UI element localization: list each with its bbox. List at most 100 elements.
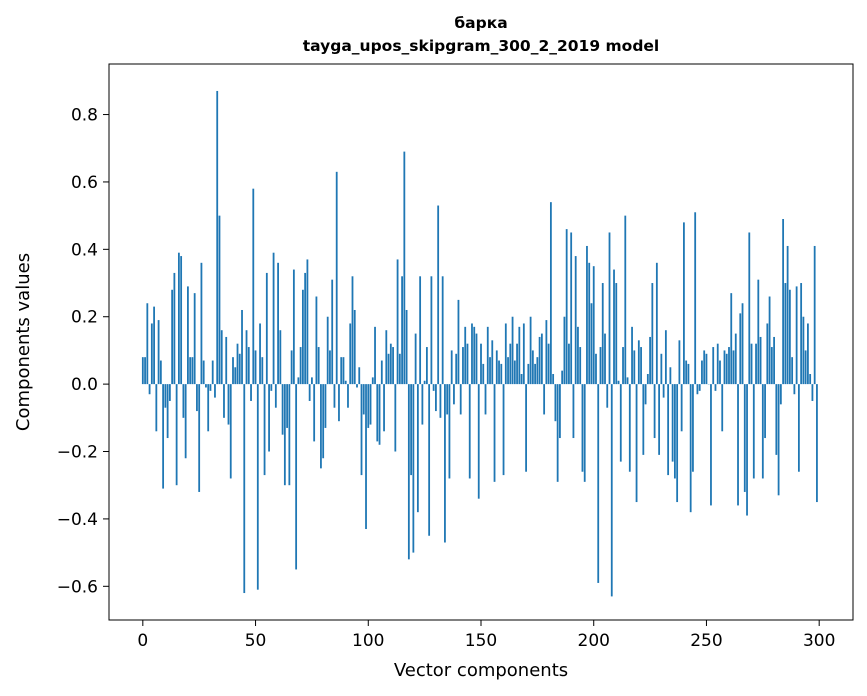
bar-31 bbox=[211, 360, 214, 385]
bar-162 bbox=[507, 357, 509, 385]
bar-281 bbox=[775, 384, 778, 455]
x-axis-ticks: 0 50 100 150 200 250 300 bbox=[137, 620, 835, 651]
bar-83 bbox=[329, 350, 331, 385]
bar-227 bbox=[653, 384, 656, 439]
y-tick-label: −0.2 bbox=[57, 443, 98, 463]
bar-45 bbox=[243, 384, 246, 594]
y-tick-label: −0.6 bbox=[57, 577, 98, 597]
bar-243 bbox=[689, 384, 692, 513]
bar-70 bbox=[299, 347, 302, 385]
bar-110 bbox=[389, 343, 392, 385]
bar-289 bbox=[793, 384, 796, 395]
bar-224 bbox=[646, 374, 649, 385]
bar-165 bbox=[513, 360, 516, 385]
bar-280 bbox=[773, 336, 775, 385]
x-tick-label: 150 bbox=[465, 631, 497, 651]
bar-198 bbox=[588, 262, 591, 385]
bar-18 bbox=[182, 384, 185, 418]
bar-88 bbox=[340, 357, 343, 385]
y-tick-label: 0.6 bbox=[71, 173, 98, 193]
bar-78 bbox=[317, 347, 320, 385]
bar-266 bbox=[741, 303, 744, 385]
bar-254 bbox=[714, 384, 717, 391]
bar-128 bbox=[430, 276, 433, 385]
bar-61 bbox=[279, 330, 282, 385]
bar-187 bbox=[563, 316, 566, 385]
bar-37 bbox=[225, 336, 228, 385]
bar-183 bbox=[554, 384, 557, 422]
bar-166 bbox=[516, 343, 518, 385]
bar-92 bbox=[349, 323, 352, 385]
bar-111 bbox=[392, 347, 394, 385]
bar-256 bbox=[719, 360, 721, 385]
bar-294 bbox=[804, 350, 807, 385]
bar-69 bbox=[297, 377, 300, 385]
bar-209 bbox=[613, 269, 615, 385]
bar-189 bbox=[568, 343, 570, 385]
bar-203 bbox=[599, 347, 602, 385]
bar-299 bbox=[816, 384, 818, 503]
bar-21 bbox=[189, 357, 192, 385]
bar-99 bbox=[365, 384, 367, 530]
bar-210 bbox=[615, 283, 618, 385]
bar-89 bbox=[342, 357, 345, 385]
bar-91 bbox=[347, 384, 349, 408]
bar-232 bbox=[664, 330, 667, 385]
bar-220 bbox=[637, 340, 640, 385]
bar-51 bbox=[256, 384, 259, 590]
bar-43 bbox=[238, 353, 241, 385]
bar-15 bbox=[175, 384, 178, 486]
bar-247 bbox=[698, 384, 701, 391]
bar-175 bbox=[536, 357, 539, 385]
bar-109 bbox=[387, 353, 390, 385]
bar-32 bbox=[214, 384, 216, 398]
bar-185 bbox=[559, 384, 561, 439]
bar-242 bbox=[687, 363, 690, 385]
bar-103 bbox=[374, 326, 376, 385]
bar-66 bbox=[290, 350, 293, 385]
bar-167 bbox=[518, 326, 521, 385]
y-tick-label: 0.4 bbox=[71, 240, 98, 260]
x-tick-label: 0 bbox=[137, 631, 148, 651]
bar-140 bbox=[457, 299, 460, 385]
bar-241 bbox=[685, 360, 688, 385]
bar-283 bbox=[779, 384, 782, 405]
bar-249 bbox=[703, 350, 706, 385]
bar-263 bbox=[734, 333, 737, 385]
bar-82 bbox=[326, 316, 329, 385]
bar-253 bbox=[712, 347, 715, 385]
y-tick-label: 0.2 bbox=[71, 308, 98, 328]
bar-130 bbox=[435, 384, 437, 412]
bar-293 bbox=[802, 316, 805, 385]
bar-46 bbox=[245, 330, 248, 385]
bar-139 bbox=[455, 353, 458, 385]
bar-192 bbox=[574, 256, 577, 385]
bar-248 bbox=[701, 360, 703, 385]
bar-295 bbox=[807, 323, 809, 385]
bar-68 bbox=[295, 384, 298, 570]
bar-273 bbox=[757, 279, 760, 385]
bar-223 bbox=[644, 384, 647, 405]
bar-182 bbox=[552, 374, 555, 385]
bar-262 bbox=[732, 350, 735, 385]
bar-79 bbox=[320, 384, 322, 469]
bar-277 bbox=[766, 323, 769, 385]
bar-10 bbox=[164, 384, 167, 408]
bar-56 bbox=[268, 384, 270, 452]
bar-85 bbox=[333, 384, 336, 408]
bar-26 bbox=[200, 262, 203, 385]
bar-115 bbox=[401, 276, 403, 385]
bar-226 bbox=[651, 283, 654, 385]
bar-16 bbox=[177, 252, 180, 385]
bars-group bbox=[141, 90, 818, 597]
bar-239 bbox=[680, 384, 683, 432]
bar-5 bbox=[153, 306, 155, 385]
bar-116 bbox=[403, 151, 406, 385]
bar-171 bbox=[527, 363, 530, 385]
bar-179 bbox=[545, 320, 548, 385]
bar-33 bbox=[216, 90, 219, 385]
y-tick-label: −0.4 bbox=[57, 510, 98, 530]
bar-180 bbox=[547, 343, 550, 385]
bar-177 bbox=[540, 333, 543, 385]
